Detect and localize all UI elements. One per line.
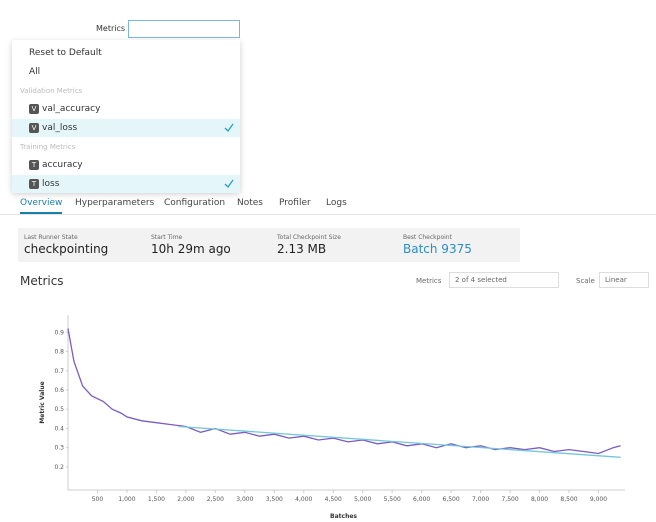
x-tick-label: 7,000 <box>472 496 489 503</box>
action-text: All <box>29 67 41 77</box>
y-axis-label: Metric Value <box>39 381 46 423</box>
group-text: Training Metrics <box>20 143 76 151</box>
card-label: Last Runner State <box>24 234 78 241</box>
x-tick-label: 6,500 <box>443 496 460 503</box>
scale-label: Scale <box>576 277 595 285</box>
metric-name: loss <box>42 179 60 189</box>
series-line <box>178 425 621 458</box>
tab[interactable]: Logs <box>326 198 347 208</box>
x-tick-label: 4,000 <box>295 496 312 503</box>
x-tick-label: 8,000 <box>531 496 548 503</box>
menu-action[interactable]: All <box>12 63 240 81</box>
x-tick-label: 2,000 <box>177 496 194 503</box>
x-tick-label: 5,500 <box>384 496 401 503</box>
tab[interactable]: Hyperparameters <box>75 198 155 208</box>
metric-name: accuracy <box>42 160 83 170</box>
y-tick-label: 0.7 <box>54 368 64 375</box>
y-tick-label: 0.5 <box>54 406 64 413</box>
tab[interactable]: Profiler <box>279 198 311 208</box>
selector-label: Metrics <box>416 277 442 285</box>
y-tick-label: 0.4 <box>54 425 64 432</box>
x-tick-label: 6,000 <box>413 496 430 503</box>
search-input[interactable] <box>128 20 240 38</box>
y-tick-label: 0.2 <box>54 464 64 471</box>
tab-divider <box>0 214 656 215</box>
x-tick-label: 3,500 <box>266 496 283 503</box>
x-tick-label: 1,000 <box>118 496 135 503</box>
x-tick-label: 4,500 <box>325 496 342 503</box>
metric-selector[interactable]: 2 of 4 selected <box>449 272 559 288</box>
group-title: Validation Metrics <box>12 82 240 100</box>
group-title: Training Metrics <box>12 138 240 156</box>
card-label: Total Checkpoint Size <box>277 234 341 241</box>
metric-badge: V <box>29 123 39 133</box>
group-text: Validation Metrics <box>20 87 83 95</box>
y-tick-label: 0.9 <box>54 329 64 336</box>
x-tick-label: 500 <box>92 496 104 503</box>
series-line <box>67 328 621 455</box>
x-tick-label: 1,500 <box>148 496 165 503</box>
x-tick-label: 2,500 <box>207 496 224 503</box>
x-tick-label: 5,000 <box>354 496 371 503</box>
y-tick-label: 0.8 <box>54 349 64 356</box>
x-axis-label: Batches <box>330 513 357 520</box>
menu-action[interactable]: Reset to Default <box>12 44 240 62</box>
metric-name: val_loss <box>42 123 78 133</box>
metric-badge: T <box>29 179 39 189</box>
metric-badge: V <box>29 104 39 114</box>
x-tick-label: 3,000 <box>236 496 253 503</box>
tab[interactable]: Notes <box>237 198 263 208</box>
check-mark <box>224 179 234 189</box>
scale-selector[interactable]: Linear <box>599 272 649 288</box>
dropdown-label: Metrics <box>96 24 126 33</box>
action-text: Reset to Default <box>29 48 102 58</box>
card-label: Start Time <box>151 234 183 241</box>
metric-name: val_accuracy <box>42 104 101 114</box>
card-label: Best Checkpoint <box>403 234 452 241</box>
metric-badge: T <box>29 160 39 170</box>
summary-bar <box>18 228 520 262</box>
x-tick-label: 8,500 <box>560 496 577 503</box>
check-mark <box>224 123 234 133</box>
card-value: 10h 29m ago <box>151 242 231 256</box>
x-tick-label: 9,000 <box>590 496 607 503</box>
card-value: 2.13 MB <box>277 242 327 256</box>
card-value: checkpointing <box>24 242 109 256</box>
metrics-title: Metrics <box>20 274 64 288</box>
check-icon <box>224 123 234 133</box>
tab[interactable]: Overview <box>20 198 63 214</box>
card-value[interactable]: Batch 9375 <box>403 242 472 256</box>
y-tick-label: 0.6 <box>54 387 64 394</box>
x-tick-label: 7,500 <box>501 496 518 503</box>
tab[interactable]: Configuration <box>164 198 226 208</box>
y-tick-label: 0.3 <box>54 445 64 452</box>
check-icon <box>224 179 234 189</box>
